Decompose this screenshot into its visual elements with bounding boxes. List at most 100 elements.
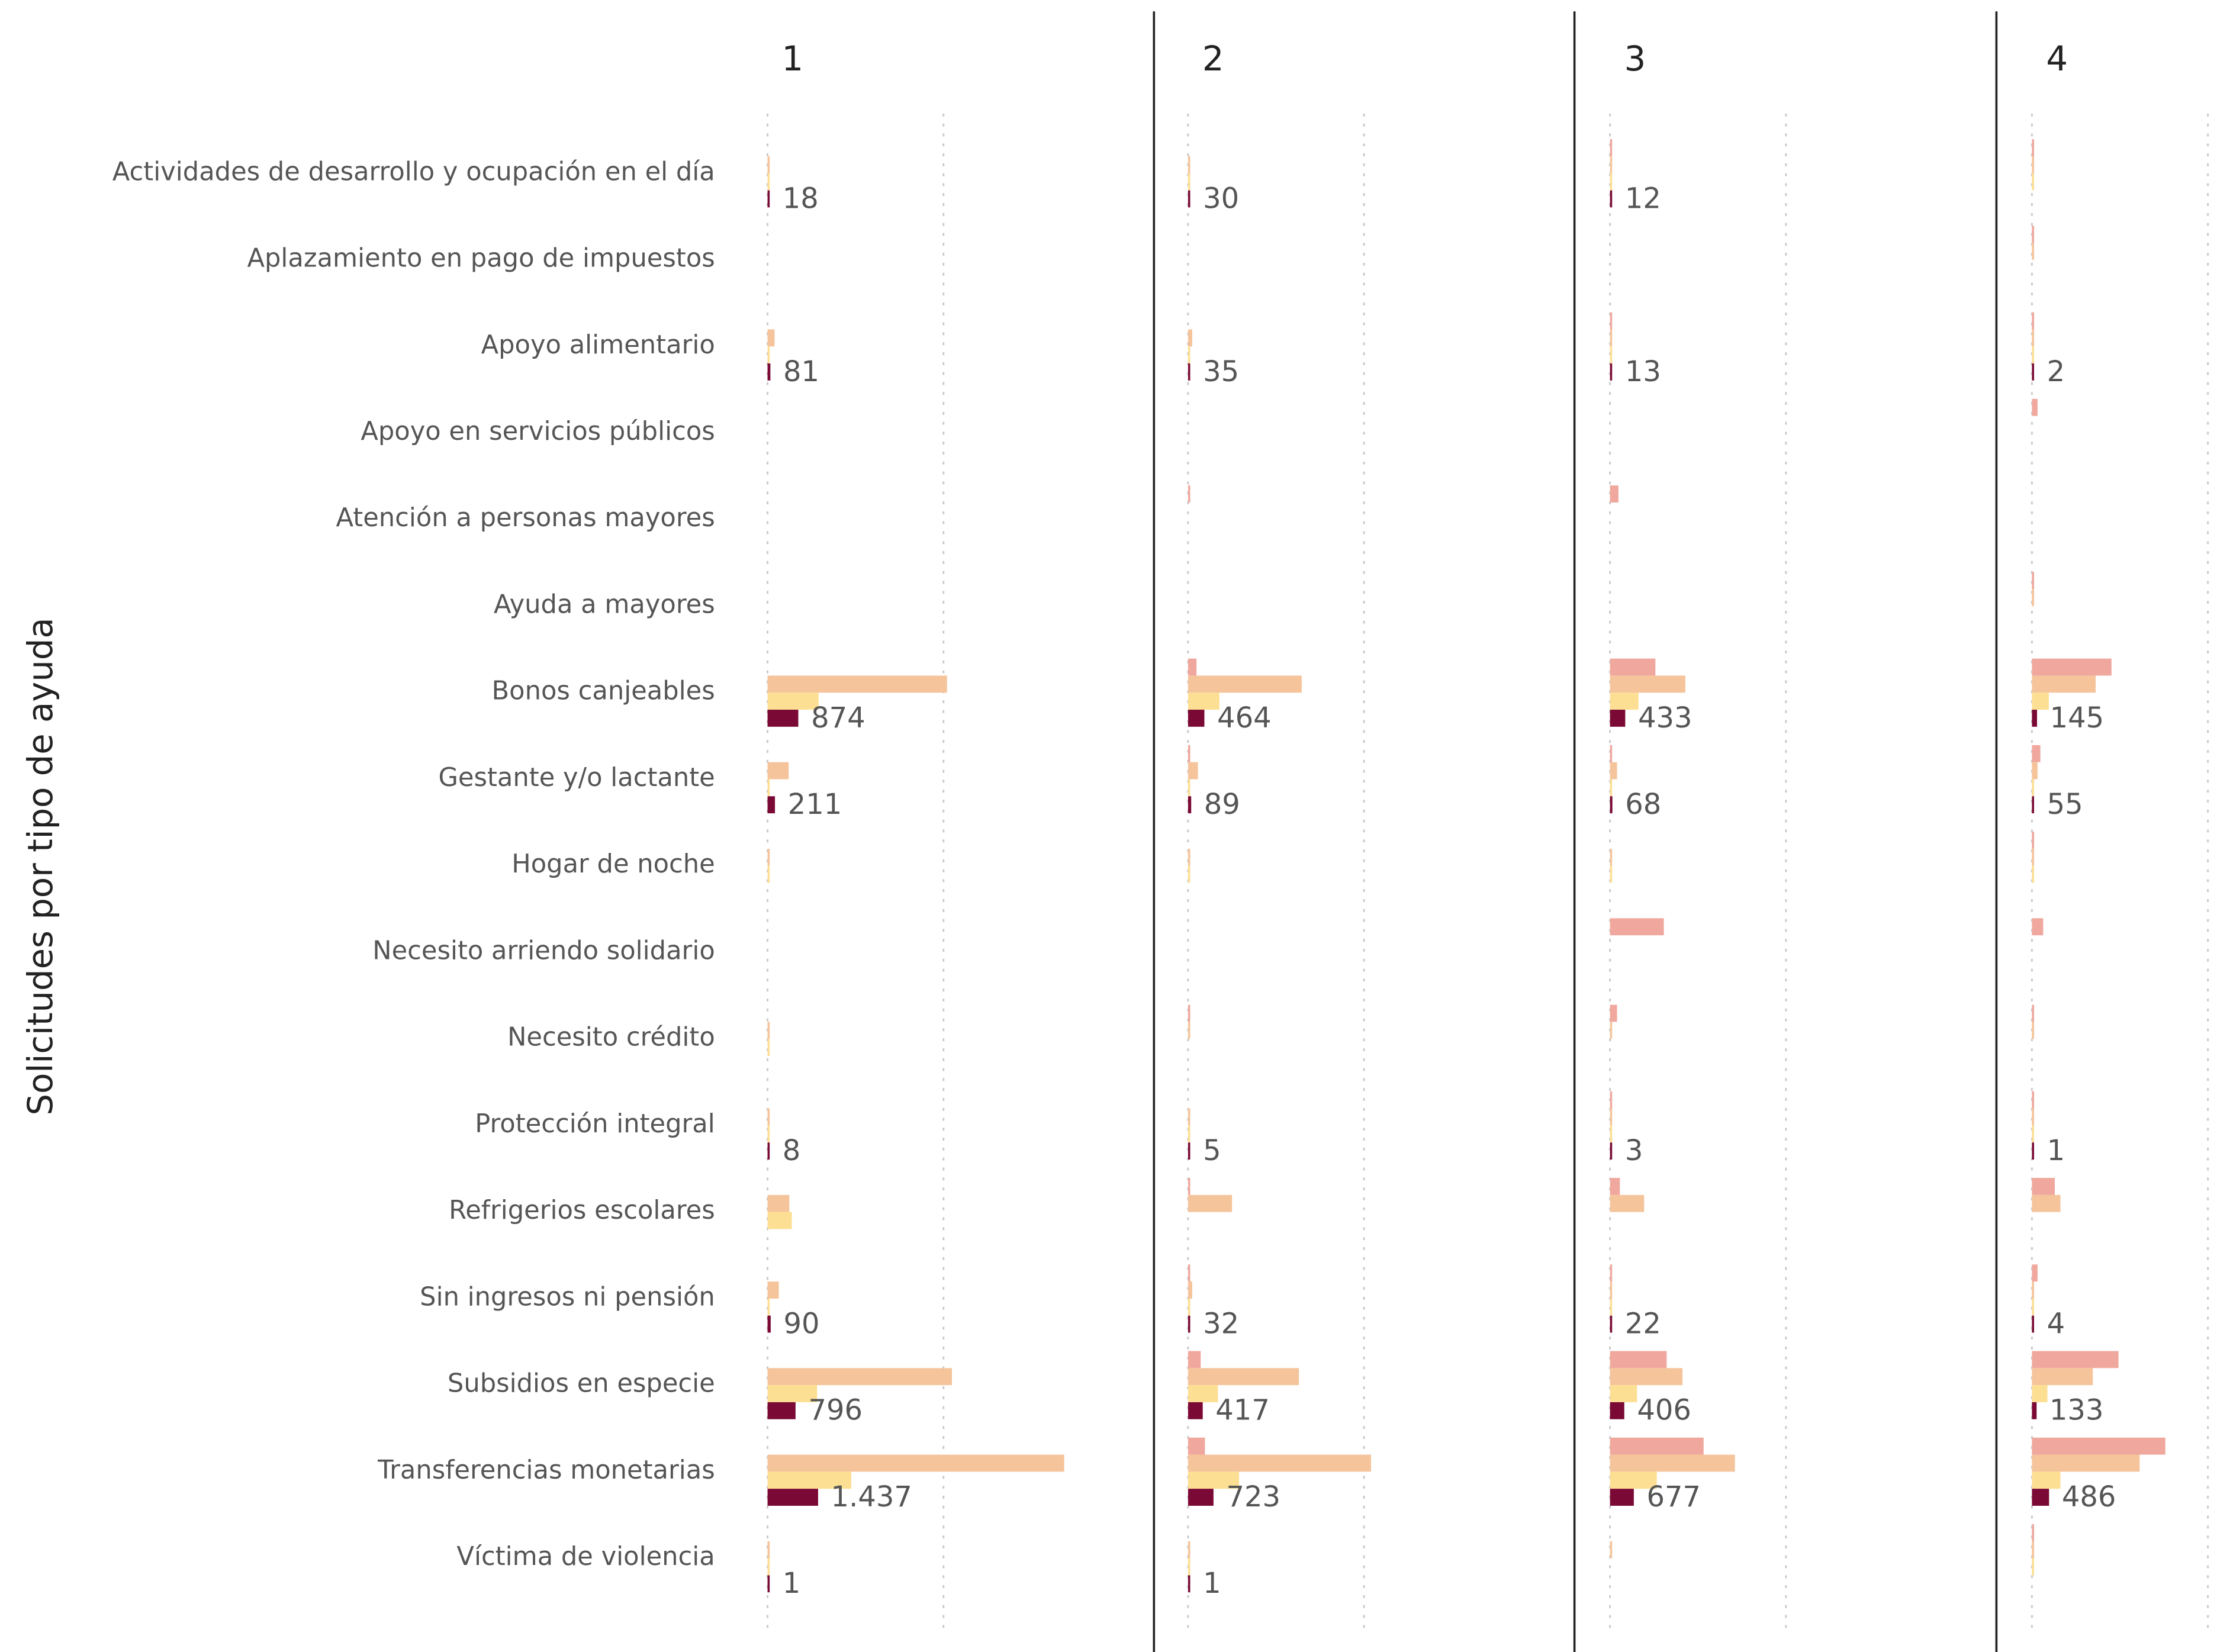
bar xyxy=(1188,1004,1190,1022)
bar xyxy=(2032,865,2034,883)
bar xyxy=(1610,363,1613,381)
bar xyxy=(767,710,799,727)
value-label: 417 xyxy=(1215,1394,1270,1427)
bar xyxy=(1188,1264,1190,1282)
bar xyxy=(1188,363,1190,381)
bar xyxy=(2032,589,2034,606)
bar xyxy=(2032,398,2038,416)
bar xyxy=(1188,779,1190,797)
bar xyxy=(767,1541,770,1558)
bar xyxy=(1610,745,1613,762)
bar xyxy=(2032,1194,2061,1212)
bar xyxy=(1610,1264,1613,1282)
bar xyxy=(2032,693,2049,710)
bar xyxy=(1610,848,1613,866)
bar xyxy=(2032,363,2034,381)
bar xyxy=(1188,173,1190,191)
value-label: 406 xyxy=(1637,1394,1691,1427)
bar xyxy=(767,1368,953,1386)
bar xyxy=(1610,1454,1735,1472)
bar xyxy=(1610,1178,1620,1195)
bar xyxy=(1188,1575,1190,1593)
bar xyxy=(1610,329,1613,347)
value-label: 18 xyxy=(783,182,819,215)
bar xyxy=(2032,312,2034,330)
bar xyxy=(1610,156,1613,173)
bar xyxy=(767,1142,770,1160)
bar xyxy=(1188,156,1190,173)
bar xyxy=(1188,1315,1190,1333)
bar xyxy=(2032,1091,2034,1109)
bar xyxy=(1610,485,1618,503)
category-label: Sin ingresos ni pensión xyxy=(420,1282,715,1312)
value-label: 12 xyxy=(1625,182,1661,215)
bar xyxy=(1610,675,1685,693)
bar xyxy=(2032,779,2034,797)
bar xyxy=(2032,1315,2034,1333)
bar xyxy=(1188,1454,1372,1472)
value-label: 3 xyxy=(1625,1134,1643,1167)
bar xyxy=(1188,1125,1190,1143)
bar xyxy=(767,1212,792,1229)
bar xyxy=(1610,1489,1634,1506)
value-label: 486 xyxy=(2062,1480,2116,1513)
bar xyxy=(2032,1125,2034,1143)
value-label: 32 xyxy=(1203,1307,1239,1340)
bar xyxy=(767,363,771,381)
value-label: 1.437 xyxy=(831,1480,912,1513)
bar xyxy=(2032,1178,2055,1195)
bar xyxy=(1610,1091,1613,1109)
bar xyxy=(2032,832,2034,849)
bar xyxy=(2032,1022,2034,1039)
value-label: 89 xyxy=(1204,788,1240,821)
bar xyxy=(767,190,770,208)
bar xyxy=(767,1039,770,1056)
bar xyxy=(2032,226,2034,243)
bar xyxy=(1610,139,1613,156)
bar xyxy=(1610,1471,1657,1489)
value-label: 8 xyxy=(783,1134,801,1167)
bar xyxy=(1610,312,1613,330)
value-label: 145 xyxy=(2050,701,2105,735)
bar xyxy=(767,1315,771,1333)
bar xyxy=(2032,173,2034,191)
bar xyxy=(1188,346,1190,364)
bar xyxy=(767,1471,852,1489)
category-label: Transferencias monetarias xyxy=(377,1455,715,1485)
bar xyxy=(2032,1454,2140,1472)
bar xyxy=(1610,173,1613,191)
value-label: 211 xyxy=(788,788,842,821)
bar xyxy=(767,865,770,883)
category-label: Necesito arriendo solidario xyxy=(372,936,715,965)
bar xyxy=(1610,1142,1613,1160)
bar xyxy=(767,173,770,191)
bar xyxy=(1610,1351,1667,1368)
bar xyxy=(767,848,770,866)
bar xyxy=(767,1108,770,1126)
value-label: 90 xyxy=(783,1307,819,1340)
bar xyxy=(1610,1315,1613,1333)
bar xyxy=(1610,918,1664,936)
bar xyxy=(2032,796,2034,814)
bar xyxy=(1188,796,1192,814)
category-label: Atención a personas mayores xyxy=(336,503,715,533)
bar xyxy=(767,1022,770,1039)
bar xyxy=(1188,1368,1299,1386)
bar xyxy=(1610,1368,1683,1386)
bar xyxy=(767,1489,818,1506)
bar xyxy=(1188,658,1197,676)
bar xyxy=(2032,1142,2034,1160)
bar xyxy=(1188,675,1302,693)
category-label: Gestante y/o lactante xyxy=(438,763,715,793)
bar xyxy=(767,675,947,693)
bar xyxy=(2032,1437,2165,1455)
bar xyxy=(2032,658,2112,676)
bar xyxy=(2032,1351,2119,1368)
bar xyxy=(1610,346,1613,364)
category-label: Apoyo en servicios públicos xyxy=(361,417,715,446)
bar xyxy=(767,693,819,710)
bar xyxy=(2032,1471,2061,1489)
bar xyxy=(1610,762,1617,780)
bar xyxy=(1610,779,1613,797)
bar xyxy=(767,329,775,347)
